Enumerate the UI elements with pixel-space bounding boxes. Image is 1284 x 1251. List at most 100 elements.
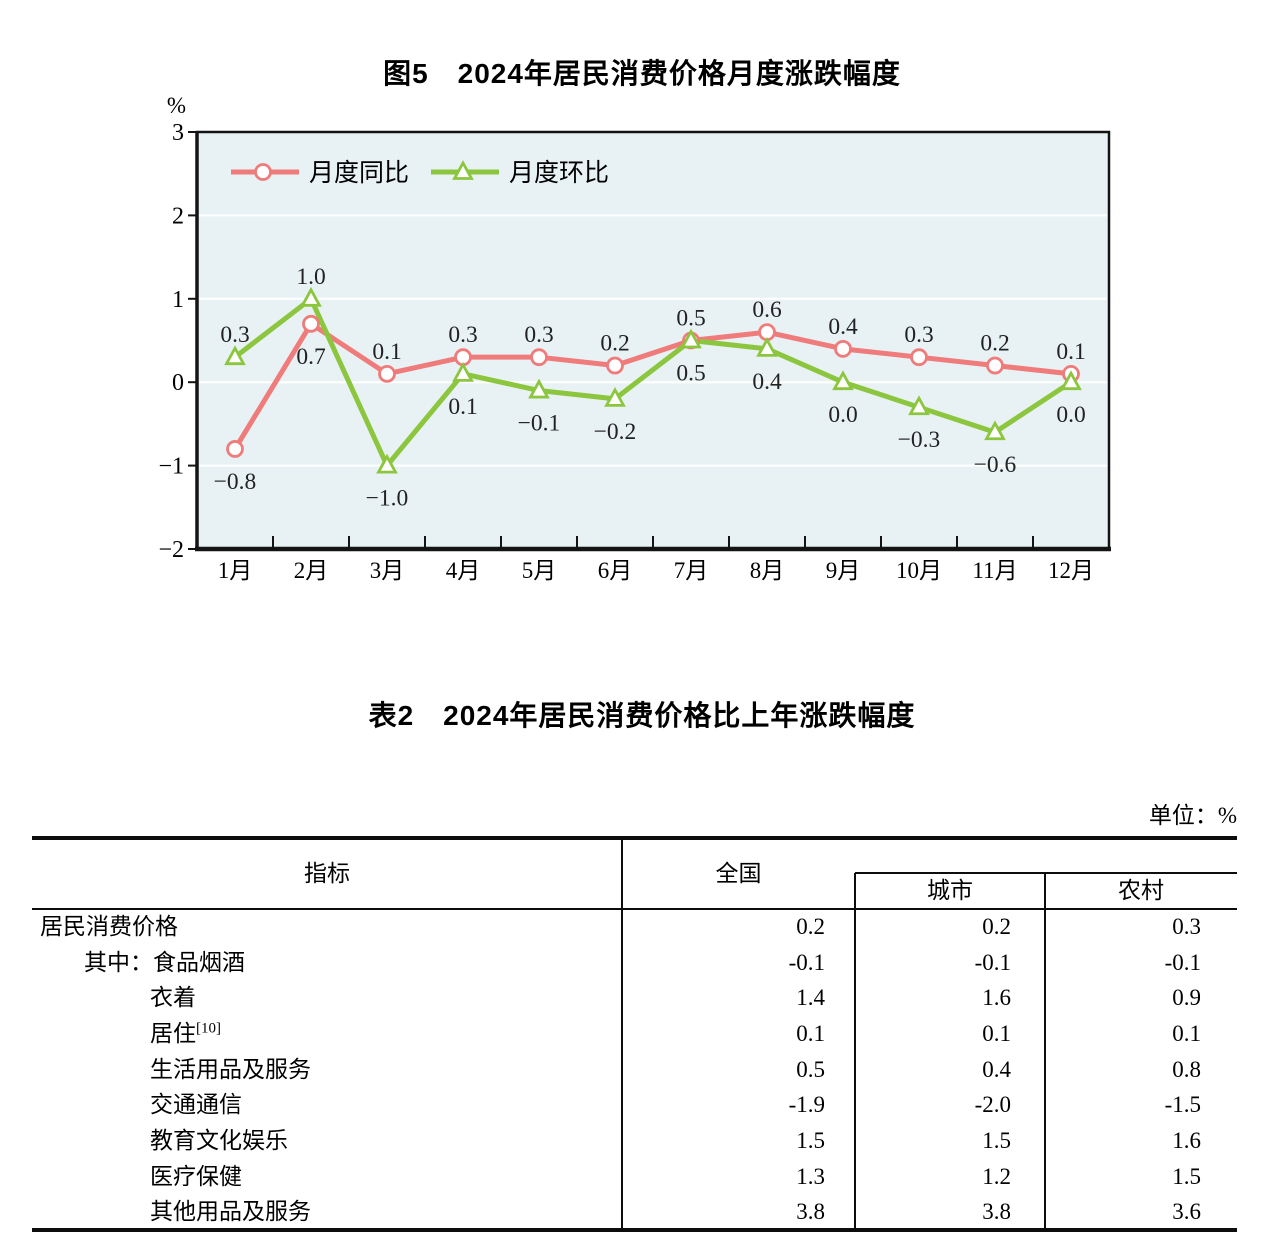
cell-city: 1.5 [982,1128,1011,1153]
marker-circle [986,356,1004,375]
marker-circle [606,356,624,375]
data-label: 0.1 [1056,339,1085,365]
data-label: 0.0 [1056,402,1085,428]
data-label: 0.2 [600,331,629,357]
marker-triangle [452,361,474,382]
row-label: 交通通信 [150,1092,242,1118]
cell-city: 1.6 [982,985,1011,1011]
cell-rural: -0.1 [1164,949,1201,975]
x-tick-label: 6月 [598,558,633,583]
cell-rural: 0.8 [1172,1056,1201,1082]
col-divider-national [854,873,856,1230]
y-tick-label: 1 [172,287,184,313]
row-label: 居民消费价格 [40,914,178,939]
y-axis-unit-label: % [167,93,186,118]
data-label: 0.2 [980,331,1009,357]
row-label-footnote: [10] [196,1020,221,1037]
cell-national: -1.9 [788,1092,825,1118]
x-tick-label: 7月 [674,558,709,583]
header-indicator: 指标 [304,861,350,886]
cell-city: 1.2 [982,1163,1011,1189]
data-label: 0.3 [524,322,553,348]
cell-national: 0.1 [796,1021,825,1046]
header-rural: 农村 [1118,878,1164,903]
marker-triangle [528,378,550,399]
marker-circle [378,364,396,383]
data-label: 0.6 [752,297,782,323]
marker-triangle [376,453,398,474]
cell-city: 0.1 [982,1021,1011,1046]
legend-label-yoy: 月度同比 [309,159,409,187]
series-line-mom [232,296,1074,469]
data-label: 0.5 [676,306,705,332]
marker-triangle [680,328,702,349]
cpi-monthly-line-chart: 0.3 −0.8 1.0 0.7 0.1 −1.0 0.3 0.1 0.3 −0.1 0.2 −0.2… [158,93,1111,583]
chart-title: 图5 2024年居民消费价格月度涨跌幅度 [383,58,901,89]
x-tick-label: 4月 [446,558,481,583]
data-label: 0.4 [828,314,858,340]
row-label: 其他用品及服务 [150,1199,311,1225]
row-label: 教育文化娱乐 [150,1128,288,1153]
cell-national: 1.3 [796,1163,825,1189]
marker-triangle [300,286,322,307]
data-label: −0.6 [974,452,1017,478]
data-label: 0.3 [904,322,933,348]
x-tick-label: 3月 [370,558,405,583]
row-label: 生活用品及服务 [150,1056,311,1082]
marker-triangle [604,386,626,407]
cell-city: 0.2 [982,914,1011,939]
y-tick-label: 0 [172,370,184,396]
data-label: −0.3 [898,427,941,453]
cell-national: 0.5 [796,1056,825,1082]
marker-triangle [832,370,854,391]
legend-circle-icon [254,163,272,181]
marker-circle [834,339,852,358]
data-label: −0.2 [594,419,637,445]
row-label: 居住[10] [150,1020,221,1046]
cell-rural: 0.1 [1172,1021,1201,1046]
cell-rural: 0.3 [1172,914,1201,939]
series-line-yoy [232,321,1074,452]
marker-circle [910,348,928,367]
y-tick-label: −1 [158,454,184,480]
table-unit-label: 单位：% [1148,803,1237,828]
marker-triangle [984,420,1006,441]
data-label: −0.1 [518,411,561,437]
cell-rural: 1.5 [1172,1163,1201,1189]
cell-national: 3.8 [796,1199,825,1225]
cell-national: 0.2 [796,914,825,939]
subheader-top-border [855,872,1237,874]
marker-triangle [224,345,246,366]
header-national: 全国 [715,861,762,886]
marker-triangle [908,395,930,416]
data-label: 0.3 [448,322,477,348]
marker-triangle [756,336,778,357]
marker-circle [302,314,320,333]
cell-city: -0.1 [974,949,1011,975]
data-label: 0.1 [448,394,477,420]
table-title: 表2 2024年居民消费价格比上年涨跌幅度 [368,700,916,731]
marker-circle [226,440,244,458]
data-label: −1.0 [366,486,409,512]
x-tick-label: 1月 [218,558,253,583]
y-tick-label: −2 [158,537,184,563]
cell-city: 3.8 [982,1199,1011,1225]
data-label: 0.7 [296,344,326,370]
cell-national: 1.5 [796,1128,825,1153]
data-label: 0.3 [220,322,249,348]
legend-triangle-icon [452,160,474,180]
x-tick-label: 9月 [826,558,861,583]
row-label: 医疗保健 [150,1163,242,1189]
x-tick-label: 12月 [1048,558,1094,583]
cell-rural: 0.9 [1172,985,1201,1011]
x-tick-label: 5月 [522,558,557,583]
x-tick-label: 11月 [972,558,1017,583]
cell-rural: 1.6 [1172,1128,1201,1153]
cell-city: 0.4 [982,1056,1011,1082]
plot-area [195,130,1111,551]
x-tick-label: 10月 [896,558,942,583]
cell-rural: -1.5 [1164,1092,1201,1118]
cell-national: 1.4 [796,985,825,1011]
cell-national: -0.1 [788,949,825,975]
